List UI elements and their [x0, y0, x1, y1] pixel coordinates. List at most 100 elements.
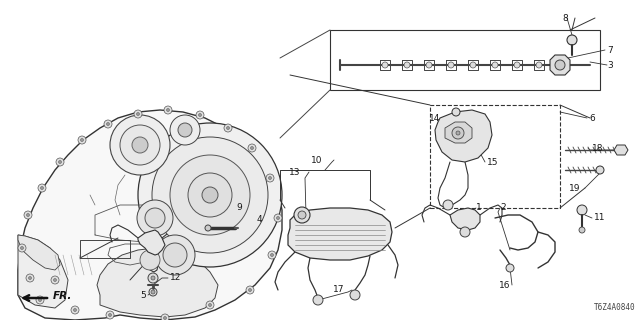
Text: 4: 4 — [257, 215, 262, 225]
Circle shape — [104, 120, 112, 128]
Text: 7: 7 — [607, 45, 612, 54]
Bar — [330, 30, 600, 90]
Polygon shape — [18, 235, 68, 308]
Circle shape — [271, 253, 273, 257]
Circle shape — [149, 288, 157, 296]
Circle shape — [596, 166, 604, 174]
Circle shape — [140, 250, 160, 270]
Text: 11: 11 — [594, 213, 605, 222]
Circle shape — [134, 110, 142, 118]
Polygon shape — [288, 208, 392, 260]
Circle shape — [164, 106, 172, 114]
Circle shape — [106, 311, 114, 319]
Text: 18: 18 — [592, 143, 604, 153]
Circle shape — [250, 147, 253, 149]
Circle shape — [198, 114, 202, 116]
Circle shape — [443, 200, 453, 210]
Text: 14: 14 — [429, 114, 440, 123]
Polygon shape — [614, 145, 628, 155]
Circle shape — [294, 207, 310, 223]
Circle shape — [145, 208, 165, 228]
Circle shape — [170, 115, 200, 145]
Polygon shape — [550, 55, 570, 75]
Circle shape — [110, 115, 170, 175]
Circle shape — [81, 139, 83, 141]
Circle shape — [58, 161, 61, 164]
Text: 16: 16 — [499, 281, 511, 290]
Circle shape — [206, 301, 214, 309]
Circle shape — [426, 62, 432, 68]
Circle shape — [24, 211, 32, 219]
Circle shape — [248, 289, 252, 292]
Circle shape — [56, 158, 64, 166]
Circle shape — [138, 123, 282, 267]
Circle shape — [38, 299, 42, 301]
Circle shape — [269, 177, 271, 180]
Circle shape — [313, 295, 323, 305]
Circle shape — [26, 213, 29, 217]
Circle shape — [205, 225, 211, 231]
Circle shape — [202, 187, 218, 203]
Circle shape — [20, 246, 24, 250]
Text: 10: 10 — [310, 156, 322, 164]
Circle shape — [106, 123, 109, 125]
Circle shape — [298, 211, 306, 219]
Circle shape — [137, 200, 173, 236]
Circle shape — [209, 303, 211, 307]
Text: 17: 17 — [333, 285, 344, 294]
Circle shape — [577, 205, 587, 215]
Text: 6: 6 — [589, 114, 595, 123]
Circle shape — [579, 227, 585, 233]
Polygon shape — [450, 208, 480, 230]
Circle shape — [514, 62, 520, 68]
Circle shape — [78, 136, 86, 144]
Circle shape — [188, 173, 232, 217]
Text: 8: 8 — [562, 13, 568, 22]
Text: 19: 19 — [568, 183, 580, 193]
Circle shape — [492, 62, 498, 68]
Circle shape — [170, 155, 250, 235]
Circle shape — [151, 276, 155, 280]
Circle shape — [448, 62, 454, 68]
Text: T6Z4A0840: T6Z4A0840 — [593, 303, 635, 312]
Text: 5: 5 — [140, 291, 146, 300]
Circle shape — [460, 227, 470, 237]
Circle shape — [51, 276, 59, 284]
Polygon shape — [435, 110, 492, 162]
Circle shape — [274, 214, 282, 222]
Circle shape — [163, 316, 166, 319]
Circle shape — [148, 273, 158, 283]
Circle shape — [452, 127, 464, 139]
Circle shape — [567, 35, 577, 45]
Circle shape — [161, 314, 169, 320]
Circle shape — [163, 243, 187, 267]
Circle shape — [36, 296, 44, 304]
Text: 9: 9 — [236, 204, 242, 212]
Circle shape — [227, 126, 230, 130]
Circle shape — [71, 306, 79, 314]
Circle shape — [166, 108, 170, 111]
Text: 12: 12 — [170, 274, 181, 283]
Circle shape — [266, 174, 274, 182]
Circle shape — [109, 314, 111, 316]
Circle shape — [26, 274, 34, 282]
Circle shape — [155, 235, 195, 275]
Circle shape — [536, 62, 542, 68]
Circle shape — [74, 308, 77, 311]
Circle shape — [29, 276, 31, 279]
Circle shape — [404, 62, 410, 68]
Circle shape — [246, 286, 254, 294]
Text: FR.: FR. — [53, 291, 72, 301]
Circle shape — [268, 251, 276, 259]
Circle shape — [276, 217, 280, 220]
Circle shape — [555, 60, 565, 70]
Polygon shape — [18, 235, 60, 270]
Circle shape — [224, 124, 232, 132]
Text: 2: 2 — [500, 204, 506, 212]
Text: 1: 1 — [476, 204, 482, 212]
Circle shape — [152, 137, 268, 253]
Polygon shape — [445, 122, 472, 143]
Circle shape — [18, 244, 26, 252]
Circle shape — [350, 290, 360, 300]
Circle shape — [151, 290, 155, 294]
